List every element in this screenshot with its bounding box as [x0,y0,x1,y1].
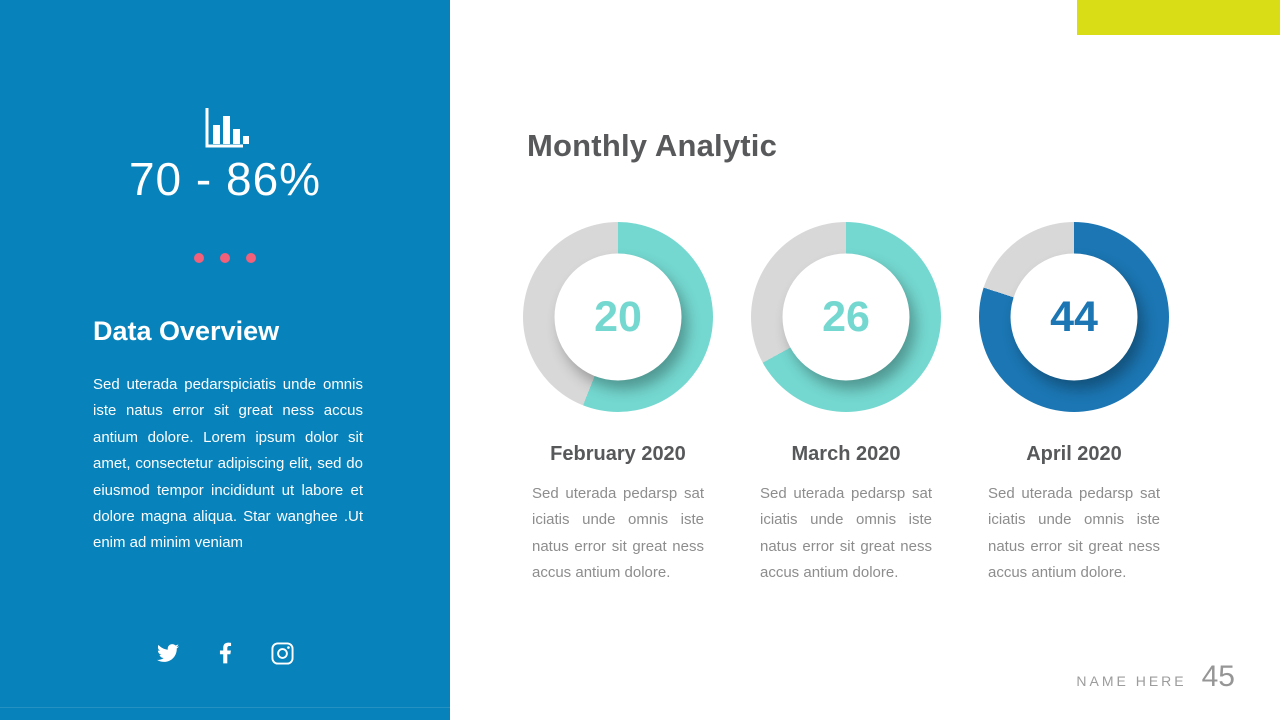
facebook-icon[interactable] [213,641,237,665]
donut-value: 20 [594,292,642,341]
chart-label: April 2020 [1026,443,1122,465]
donut-chart-february: 20 [523,222,713,412]
chart-card-april: 44 April 2020 Sed uterada pedarsp sat ic… [979,222,1169,587]
chart-description: Sed uterada pedarsp sat iciatis unde omn… [532,485,704,582]
donut-chart-march: 26 [751,222,941,412]
donut-chart-april: 44 [979,222,1169,412]
dot [246,253,257,263]
social-icons-row [0,641,450,665]
footer-name: NAME HERE [1076,673,1187,689]
accent-bar [1077,0,1280,35]
chart-description: Sed uterada pedarsp sat iciatis unde omn… [760,485,932,582]
donut-value: 26 [822,292,870,341]
donut-hole [1010,253,1138,381]
donut-value: 44 [1050,292,1098,341]
slide-footer: NAME HERE 45 [1076,660,1235,694]
sidebar: 70 - 86% Data Overview Sed uterada pedar… [0,0,450,720]
charts-row: 20 February 2020 Sed uterada pedarsp sat… [523,222,1169,587]
sidebar-body-text: Sed uterada pedarspiciatis unde omnis is… [93,376,363,552]
page-number: 45 [1201,660,1235,693]
chart-card-march: 26 March 2020 Sed uterada pedarsp sat ic… [751,222,941,587]
donut-hole [782,253,910,381]
instagram-icon[interactable] [270,641,294,665]
stat-range: 70 - 86% [128,153,322,205]
page-title: Monthly Analytic [527,128,778,163]
sidebar-heading: Data Overview [93,316,280,346]
chart-label: March 2020 [791,443,901,465]
donut-hole [554,253,682,381]
decorative-dots [0,250,450,268]
dot [193,253,204,263]
dot [220,253,230,263]
twitter-icon[interactable] [156,641,180,665]
chart-description: Sed uterada pedarsp sat iciatis unde omn… [988,485,1160,582]
bar-chart-icon [0,105,450,156]
chart-label: February 2020 [550,443,686,465]
main-content: Monthly Analytic 20 February 2020 Sed ut… [450,0,1280,720]
chart-card-february: 20 February 2020 Sed uterada pedarsp sat… [523,222,713,587]
